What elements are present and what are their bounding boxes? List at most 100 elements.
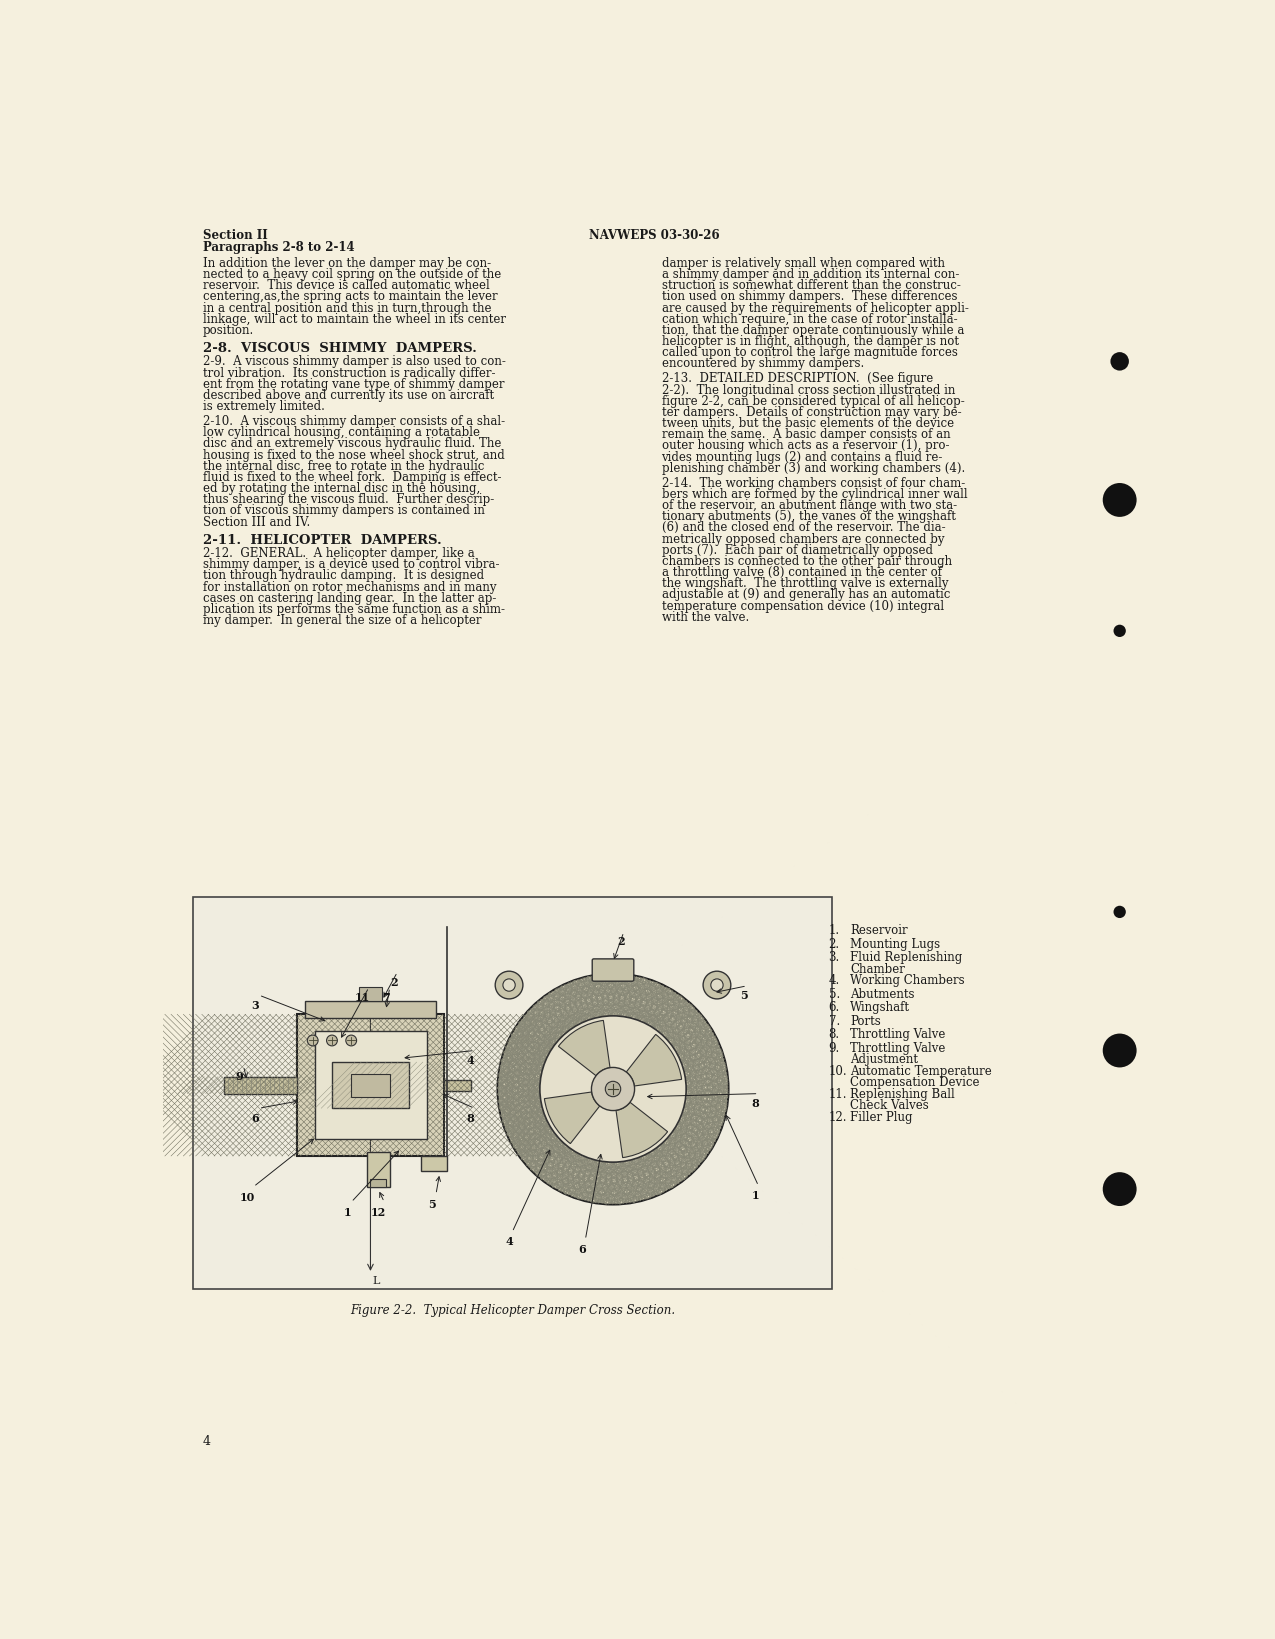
- Text: vides mounting lugs (2) and contains a fluid re-: vides mounting lugs (2) and contains a f…: [662, 451, 944, 464]
- Bar: [367, 1152, 390, 1187]
- Text: 4: 4: [467, 1056, 474, 1065]
- Text: my damper.  In general the size of a helicopter: my damper. In general the size of a heli…: [203, 613, 481, 626]
- Text: 11.: 11.: [829, 1087, 847, 1100]
- Text: of the reservoir, an abutment flange with two sta-: of the reservoir, an abutment flange wit…: [662, 498, 956, 511]
- Text: 5: 5: [428, 1198, 436, 1210]
- Text: described above and currently its use on aircraft: described above and currently its use on…: [203, 388, 493, 402]
- Text: damper is relatively small when compared with: damper is relatively small when compared…: [662, 257, 945, 270]
- Text: shimmy damper, is a device used to control vibra-: shimmy damper, is a device used to contr…: [203, 557, 499, 570]
- Text: ent from the rotating vane type of shimmy damper: ent from the rotating vane type of shimm…: [203, 377, 504, 390]
- Text: fluid is fixed to the wheel fork.  Damping is effect-: fluid is fixed to the wheel fork. Dampin…: [203, 470, 501, 484]
- Circle shape: [326, 1036, 338, 1046]
- Text: Adjustment: Adjustment: [850, 1052, 918, 1065]
- Text: 2-12.  GENERAL.  A helicopter damper, like a: 2-12. GENERAL. A helicopter damper, like…: [203, 547, 474, 561]
- Circle shape: [1111, 352, 1128, 372]
- Text: struction is somewhat different than the construc-: struction is somewhat different than the…: [662, 279, 960, 292]
- Text: (6) and the closed end of the reservoir. The dia-: (6) and the closed end of the reservoir.…: [662, 521, 945, 534]
- Text: 8: 8: [467, 1113, 474, 1123]
- FancyBboxPatch shape: [592, 959, 634, 982]
- Text: Ports: Ports: [850, 1015, 881, 1028]
- Circle shape: [1103, 1034, 1136, 1067]
- Text: tion through hydraulic damping.  It is designed: tion through hydraulic damping. It is de…: [203, 569, 483, 582]
- Text: 9: 9: [236, 1070, 244, 1082]
- Text: In addition the lever on the damper may be con-: In addition the lever on the damper may …: [203, 257, 491, 270]
- Circle shape: [307, 1036, 317, 1046]
- Circle shape: [502, 978, 515, 992]
- Text: are caused by the requirements of helicopter appli-: are caused by the requirements of helico…: [662, 302, 969, 315]
- Text: 2: 2: [390, 977, 398, 987]
- Text: outer housing which acts as a reservoir (1), pro-: outer housing which acts as a reservoir …: [662, 439, 949, 452]
- Circle shape: [497, 974, 728, 1205]
- Circle shape: [1103, 484, 1136, 518]
- Text: ter dampers.  Details of construction may vary be-: ter dampers. Details of construction may…: [662, 405, 961, 418]
- Text: helicopter is in flight, although, the damper is not: helicopter is in flight, although, the d…: [662, 334, 959, 347]
- Circle shape: [1113, 906, 1126, 918]
- Bar: [421, 1155, 448, 1172]
- Bar: [305, 1001, 436, 1018]
- Text: in a central position and this in turn,through the: in a central position and this in turn,t…: [203, 302, 491, 315]
- Text: 2.: 2.: [829, 938, 840, 951]
- Bar: [360, 988, 382, 1001]
- Text: called upon to control the large magnitude forces: called upon to control the large magnitu…: [662, 346, 958, 359]
- Text: 11: 11: [356, 992, 371, 1003]
- Text: cases on castering landing gear.  In the latter ap-: cases on castering landing gear. In the …: [203, 592, 496, 605]
- Bar: [297, 1015, 444, 1155]
- Text: NAVWEPS 03-30-26: NAVWEPS 03-30-26: [589, 229, 719, 243]
- Wedge shape: [558, 1021, 609, 1077]
- Bar: [351, 1074, 390, 1096]
- Text: Check Valves: Check Valves: [850, 1098, 929, 1111]
- Text: trol vibration.  Its construction is radically differ-: trol vibration. Its construction is radi…: [203, 367, 495, 379]
- Text: cation which require, in the case of rotor installa-: cation which require, in the case of rot…: [662, 313, 958, 326]
- Circle shape: [1103, 1172, 1136, 1206]
- Text: 2-13.  DETAILED DESCRIPTION.  (See figure: 2-13. DETAILED DESCRIPTION. (See figure: [662, 372, 933, 385]
- Text: Section II: Section II: [203, 229, 268, 243]
- Text: 9.: 9.: [829, 1041, 840, 1054]
- Text: remain the same.  A basic damper consists of an: remain the same. A basic damper consists…: [662, 428, 950, 441]
- Text: tion, that the damper operate continuously while a: tion, that the damper operate continuous…: [662, 323, 964, 336]
- Text: 4.: 4.: [829, 974, 840, 987]
- Text: 6: 6: [251, 1113, 259, 1123]
- Text: thus shearing the viscous fluid.  Further descrip-: thus shearing the viscous fluid. Further…: [203, 493, 493, 506]
- Text: 2-10.  A viscous shimmy damper consists of a shal-: 2-10. A viscous shimmy damper consists o…: [203, 415, 505, 428]
- Text: reservoir.  This device is called automatic wheel: reservoir. This device is called automat…: [203, 279, 490, 292]
- Text: Section III and IV.: Section III and IV.: [203, 515, 310, 528]
- Text: 4: 4: [203, 1434, 210, 1447]
- Text: figure 2-2, can be considered typical of all helicop-: figure 2-2, can be considered typical of…: [662, 395, 964, 408]
- Wedge shape: [626, 1034, 682, 1087]
- Text: 7: 7: [382, 992, 390, 1003]
- Circle shape: [606, 1082, 621, 1096]
- Text: Figure 2-2.  Typical Helicopter Damper Cross Section.: Figure 2-2. Typical Helicopter Damper Cr…: [351, 1303, 676, 1316]
- Text: low cylindrical housing, containing a rotatable: low cylindrical housing, containing a ro…: [203, 426, 479, 439]
- Text: centering,as,the spring acts to maintain the lever: centering,as,the spring acts to maintain…: [203, 290, 497, 303]
- Text: linkage, will act to maintain the wheel in its center: linkage, will act to maintain the wheel …: [203, 313, 506, 326]
- Bar: [371, 1180, 386, 1187]
- Text: Paragraphs 2-8 to 2-14: Paragraphs 2-8 to 2-14: [203, 241, 354, 254]
- Text: 1: 1: [343, 1206, 351, 1218]
- Bar: [332, 1062, 409, 1108]
- Text: ed by rotating the internal disc in the housing,: ed by rotating the internal disc in the …: [203, 482, 479, 495]
- Text: chambers is connected to the other pair through: chambers is connected to the other pair …: [662, 554, 951, 567]
- Text: the internal disc, free to rotate in the hydraulic: the internal disc, free to rotate in the…: [203, 459, 484, 472]
- Text: 3.: 3.: [829, 951, 840, 964]
- Text: Throttling Valve: Throttling Valve: [850, 1041, 946, 1054]
- Text: position.: position.: [203, 323, 254, 336]
- Text: 2: 2: [617, 936, 625, 946]
- Bar: [315, 1031, 427, 1139]
- Bar: [224, 1077, 297, 1093]
- Text: Fluid Replenishing: Fluid Replenishing: [850, 951, 963, 964]
- Text: tion of viscous shimmy dampers is contained in: tion of viscous shimmy dampers is contai…: [203, 505, 484, 516]
- Text: 6: 6: [579, 1244, 586, 1254]
- Text: Replenishing Ball: Replenishing Ball: [850, 1087, 955, 1100]
- Circle shape: [539, 1016, 686, 1162]
- Text: L: L: [372, 1275, 380, 1285]
- Text: 10.: 10.: [829, 1064, 847, 1077]
- Text: 2-9.  A viscous shimmy damper is also used to con-: 2-9. A viscous shimmy damper is also use…: [203, 356, 505, 369]
- Circle shape: [1113, 626, 1126, 638]
- Text: Filler Plug: Filler Plug: [850, 1111, 913, 1123]
- Text: a throttling valve (8) contained in the center of: a throttling valve (8) contained in the …: [662, 565, 941, 579]
- Circle shape: [703, 972, 731, 1000]
- Bar: [444, 1080, 470, 1092]
- Text: metrically opposed chambers are connected by: metrically opposed chambers are connecte…: [662, 533, 944, 546]
- Text: 2-14.  The working chambers consist of four cham-: 2-14. The working chambers consist of fo…: [662, 477, 965, 490]
- Text: 2-2).  The longitudinal cross section illustrated in: 2-2). The longitudinal cross section ill…: [662, 384, 955, 397]
